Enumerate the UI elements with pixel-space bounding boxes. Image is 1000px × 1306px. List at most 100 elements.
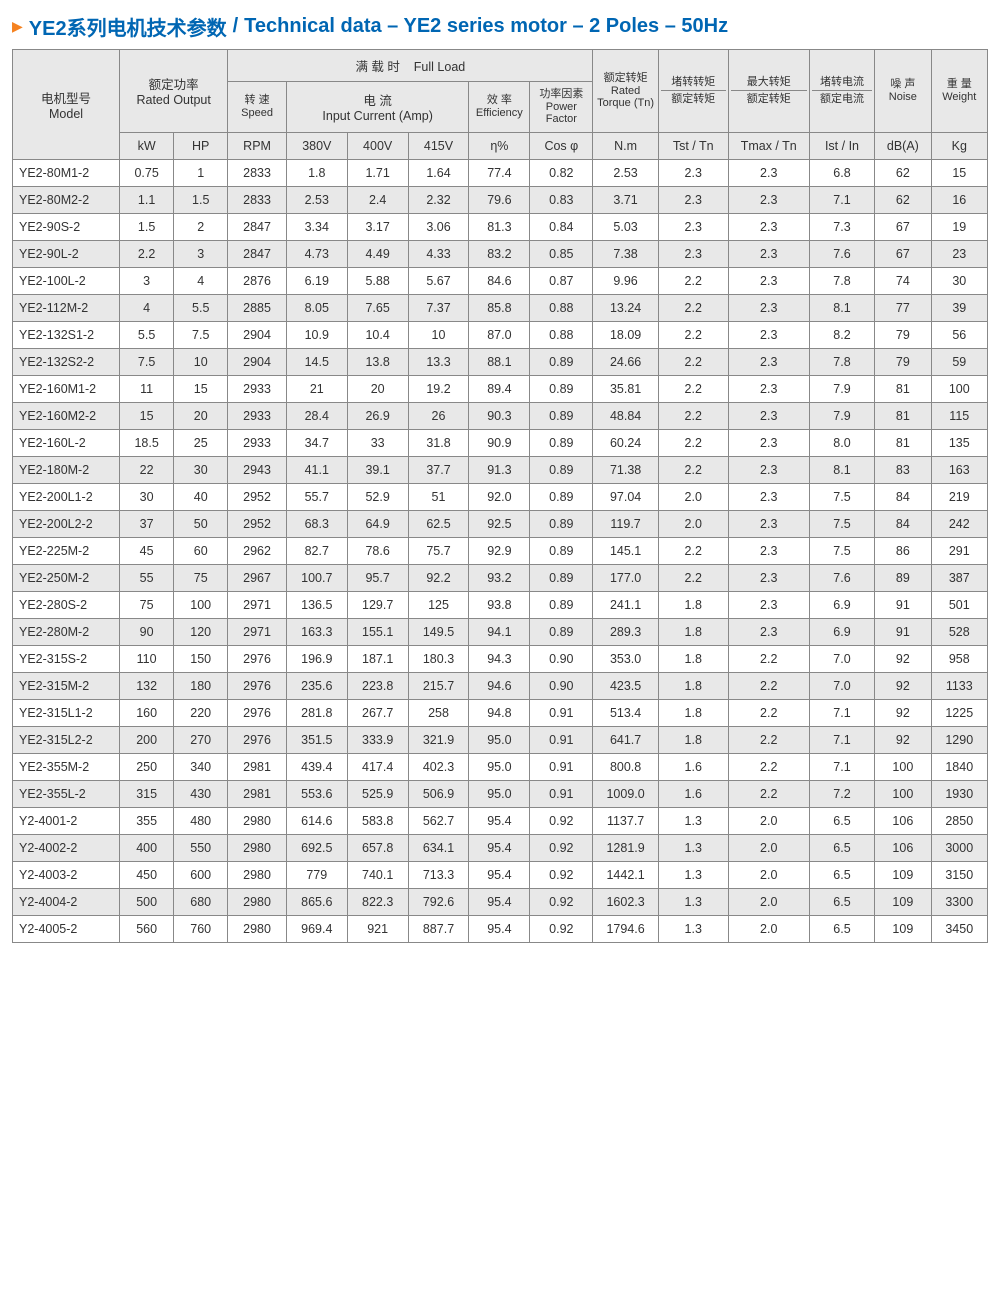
cell-value: 865.6 bbox=[286, 888, 347, 915]
cell-value: 513.4 bbox=[593, 699, 658, 726]
cell-value: 39 bbox=[931, 294, 987, 321]
cell-value: 77 bbox=[875, 294, 931, 321]
cell-value: 713.3 bbox=[408, 861, 469, 888]
cell-value: 1794.6 bbox=[593, 915, 658, 942]
cell-value: 95.0 bbox=[469, 753, 530, 780]
cell-value: 220 bbox=[174, 699, 228, 726]
cell-value: 177.0 bbox=[593, 564, 658, 591]
cell-value: 95.4 bbox=[469, 861, 530, 888]
cell-value: 95.0 bbox=[469, 726, 530, 753]
cell-value: 81 bbox=[875, 402, 931, 429]
cell-value: 51 bbox=[408, 483, 469, 510]
cell-value: 921 bbox=[347, 915, 408, 942]
cell-value: 90 bbox=[120, 618, 174, 645]
cell-value: 91 bbox=[875, 591, 931, 618]
cell-value: 2.3 bbox=[728, 294, 809, 321]
cell-model: YE2-315S-2 bbox=[13, 645, 120, 672]
cell-value: 10 bbox=[408, 321, 469, 348]
cell-value: 321.9 bbox=[408, 726, 469, 753]
cell-value: 18.09 bbox=[593, 321, 658, 348]
cell-value: 7.5 bbox=[809, 510, 874, 537]
hdr-kw: kW bbox=[120, 132, 174, 159]
cell-value: 2885 bbox=[228, 294, 287, 321]
cell-value: 11 bbox=[120, 375, 174, 402]
cell-value: 215.7 bbox=[408, 672, 469, 699]
cell-value: 20 bbox=[174, 402, 228, 429]
cell-value: 267.7 bbox=[347, 699, 408, 726]
cell-value: 2.2 bbox=[728, 645, 809, 672]
cell-value: 67 bbox=[875, 240, 931, 267]
cell-value: 3 bbox=[120, 267, 174, 294]
cell-value: 180.3 bbox=[408, 645, 469, 672]
cell-value: 2.3 bbox=[728, 429, 809, 456]
cell-value: 2.3 bbox=[658, 159, 728, 186]
cell-value: 22 bbox=[120, 456, 174, 483]
cell-value: 223.8 bbox=[347, 672, 408, 699]
title-sep: / bbox=[233, 15, 239, 38]
cell-value: 2.3 bbox=[728, 321, 809, 348]
cell-value: 7.1 bbox=[809, 726, 874, 753]
hdr-ist-u: Ist / In bbox=[809, 132, 874, 159]
cell-value: 93.8 bbox=[469, 591, 530, 618]
cell-value: 89.4 bbox=[469, 375, 530, 402]
cell-value: 0.88 bbox=[530, 294, 593, 321]
hdr-tmax-u: Tmax / Tn bbox=[728, 132, 809, 159]
cell-value: 5.88 bbox=[347, 267, 408, 294]
cell-value: 641.7 bbox=[593, 726, 658, 753]
cell-model: YE2-280M-2 bbox=[13, 618, 120, 645]
cell-value: 5.03 bbox=[593, 213, 658, 240]
cell-value: 2.2 bbox=[658, 267, 728, 294]
cell-value: 2962 bbox=[228, 537, 287, 564]
cell-value: 2981 bbox=[228, 753, 287, 780]
cell-value: 92 bbox=[875, 645, 931, 672]
cell-value: 1.8 bbox=[658, 618, 728, 645]
cell-value: 100 bbox=[875, 780, 931, 807]
cell-value: 79 bbox=[875, 321, 931, 348]
table-row: Y2-4002-24005502980692.5657.8634.195.40.… bbox=[13, 834, 988, 861]
cell-value: 553.6 bbox=[286, 780, 347, 807]
cell-value: 1.3 bbox=[658, 861, 728, 888]
table-row: YE2-132S1-25.57.5290410.910.41087.00.881… bbox=[13, 321, 988, 348]
cell-value: 692.5 bbox=[286, 834, 347, 861]
cell-value: 1.5 bbox=[120, 213, 174, 240]
cell-value: 614.6 bbox=[286, 807, 347, 834]
cell-value: 2967 bbox=[228, 564, 287, 591]
cell-value: 84 bbox=[875, 510, 931, 537]
hdr-hp: HP bbox=[174, 132, 228, 159]
cell-value: 2976 bbox=[228, 645, 287, 672]
cell-value: 5.5 bbox=[174, 294, 228, 321]
hdr-torque: 额定转矩 Rated Torque (Tn) bbox=[593, 50, 658, 133]
cell-value: 2.3 bbox=[728, 213, 809, 240]
cell-value: 340 bbox=[174, 753, 228, 780]
cell-value: 7.6 bbox=[809, 240, 874, 267]
cell-value: 2.2 bbox=[658, 294, 728, 321]
hdr-db: dB(A) bbox=[875, 132, 931, 159]
cell-value: 85.8 bbox=[469, 294, 530, 321]
cell-value: 0.90 bbox=[530, 645, 593, 672]
cell-value: 136.5 bbox=[286, 591, 347, 618]
cell-value: 1009.0 bbox=[593, 780, 658, 807]
cell-value: 2980 bbox=[228, 888, 287, 915]
cell-value: 97.04 bbox=[593, 483, 658, 510]
cell-value: 0.92 bbox=[530, 861, 593, 888]
cell-value: 779 bbox=[286, 861, 347, 888]
cell-value: 289.3 bbox=[593, 618, 658, 645]
table-row: YE2-315L1-21602202976281.8267.725894.80.… bbox=[13, 699, 988, 726]
cell-value: 353.0 bbox=[593, 645, 658, 672]
cell-value: 93.2 bbox=[469, 564, 530, 591]
cell-value: 3.17 bbox=[347, 213, 408, 240]
cell-value: 1.8 bbox=[286, 159, 347, 186]
cell-value: 2.3 bbox=[728, 402, 809, 429]
cell-value: 3.71 bbox=[593, 186, 658, 213]
cell-value: 94.1 bbox=[469, 618, 530, 645]
cell-model: YE2-160L-2 bbox=[13, 429, 120, 456]
hdr-tst: 堵转转矩额定转矩 bbox=[658, 50, 728, 133]
cell-value: 2943 bbox=[228, 456, 287, 483]
cell-value: 92.0 bbox=[469, 483, 530, 510]
cell-value: 351.5 bbox=[286, 726, 347, 753]
cell-value: 0.92 bbox=[530, 915, 593, 942]
cell-value: 7.9 bbox=[809, 402, 874, 429]
cell-model: YE2-132S1-2 bbox=[13, 321, 120, 348]
table-row: YE2-315M-21321802976235.6223.8215.794.60… bbox=[13, 672, 988, 699]
cell-value: 77.4 bbox=[469, 159, 530, 186]
